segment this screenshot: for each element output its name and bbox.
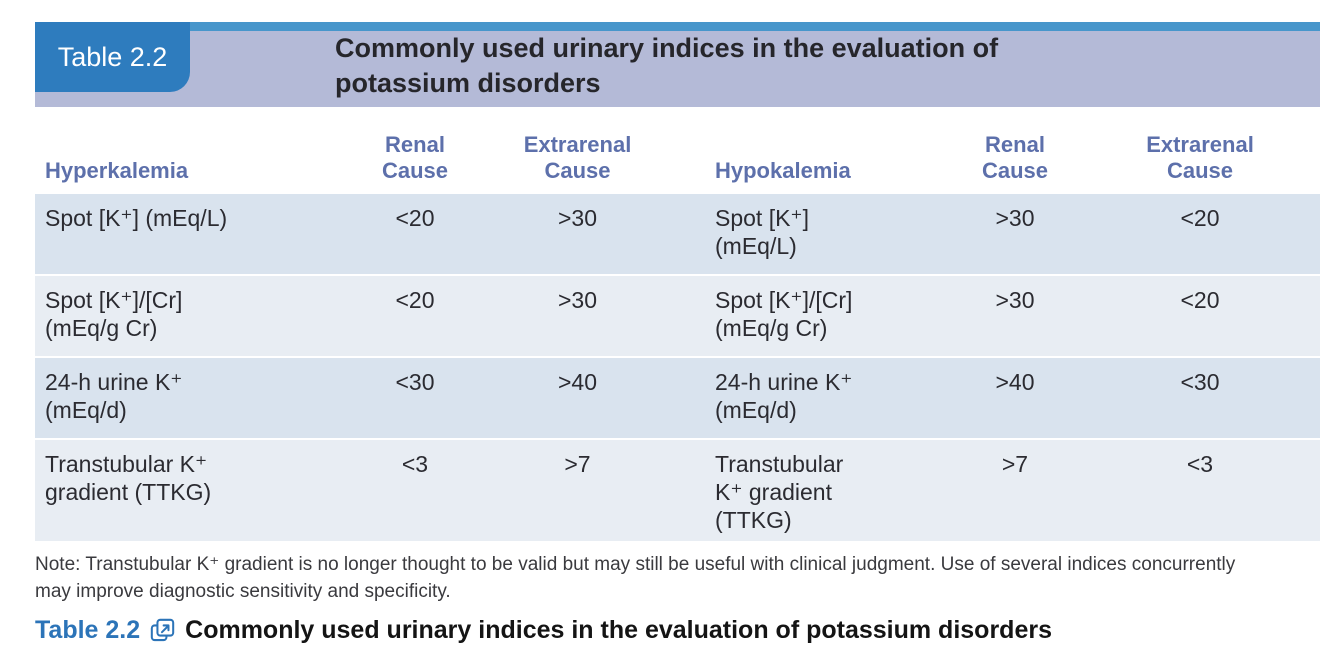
- hyper-extra-value: >40: [557, 369, 597, 395]
- hyper-index-label: 24-h urine K⁺ (mEq/d): [45, 369, 183, 423]
- hyper-index-label: Spot [K⁺] (mEq/L): [45, 205, 228, 231]
- col-header-hypokalemia: Hypokalemia: [715, 158, 851, 183]
- col-header-extrarenal-right: Extrarenal Cause: [1146, 132, 1254, 183]
- hyper-renal-value: <3: [401, 451, 429, 477]
- external-link-icon[interactable]: [149, 617, 176, 644]
- table-caption-link[interactable]: Table 2.2: [35, 616, 141, 644]
- hypo-renal-value: >30: [995, 287, 1035, 313]
- hypo-index-label: Spot [K⁺] (mEq/L): [715, 205, 809, 259]
- table-row: Spot [K⁺] (mEq/L) <20 >30 Spot [K⁺] (mEq…: [35, 194, 1320, 274]
- hyper-renal-value: <30: [395, 369, 435, 395]
- hypo-renal-value: >40: [995, 369, 1035, 395]
- table-row: Spot [K⁺]/[Cr] (mEq/g Cr) <20 >30 Spot […: [35, 276, 1320, 356]
- urinary-indices-table: Hyperkalemia Renal Cause Extrarenal Caus…: [35, 112, 1320, 543]
- hypo-extra-value: <30: [1180, 369, 1220, 395]
- hypo-renal-value: >30: [995, 205, 1035, 231]
- table-row: 24-h urine K⁺ (mEq/d) <30 >40 24-h urine…: [35, 358, 1320, 438]
- hypo-extra-value: <3: [1186, 451, 1214, 477]
- hypo-index-label: Spot [K⁺]/[Cr] (mEq/g Cr): [715, 287, 853, 341]
- hyper-extra-value: >7: [564, 451, 591, 477]
- hypo-extra-value: <20: [1180, 205, 1220, 231]
- col-header-renal-cause-right: Renal Cause: [981, 132, 1049, 183]
- table-row: Transtubular K⁺ gradient (TTKG) <3 >7 Tr…: [35, 440, 1320, 541]
- table-number-badge: Table 2.2: [35, 22, 190, 92]
- hyper-index-label: Transtubular K⁺ gradient (TTKG): [45, 451, 212, 505]
- hyper-extra-value: >30: [557, 205, 597, 231]
- col-header-renal-cause-left: Renal Cause: [381, 132, 449, 183]
- table-caption: Table 2.2 Commonly used urinary indices …: [35, 616, 1052, 645]
- col-header-extrarenal-left: Extrarenal Cause: [523, 132, 632, 183]
- table-footnote: Note: Transtubular K⁺ gradient is no lon…: [35, 554, 1236, 602]
- hyper-index-label: Spot [K⁺]/[Cr] (mEq/g Cr): [45, 287, 183, 341]
- table-title: Commonly used urinary indices in the eva…: [335, 33, 999, 98]
- hyper-renal-value: <20: [395, 205, 435, 231]
- table-caption-text: Commonly used urinary indices in the eva…: [185, 616, 1052, 644]
- hyper-renal-value: <20: [395, 287, 435, 313]
- hypo-extra-value: <20: [1180, 287, 1220, 313]
- header-top-strip: [35, 22, 1320, 31]
- table-header-row: Hyperkalemia Renal Cause Extrarenal Caus…: [35, 112, 1320, 194]
- col-header-hyperkalemia: Hyperkalemia: [45, 158, 189, 183]
- hypo-index-label: 24-h urine K⁺ (mEq/d): [715, 369, 853, 423]
- hypo-renal-value: >7: [1001, 451, 1029, 477]
- table-header-band: [35, 22, 1320, 107]
- hyper-extra-value: >30: [557, 287, 597, 313]
- hypo-index-label: Transtubular K⁺ gradient (TTKG): [715, 451, 844, 533]
